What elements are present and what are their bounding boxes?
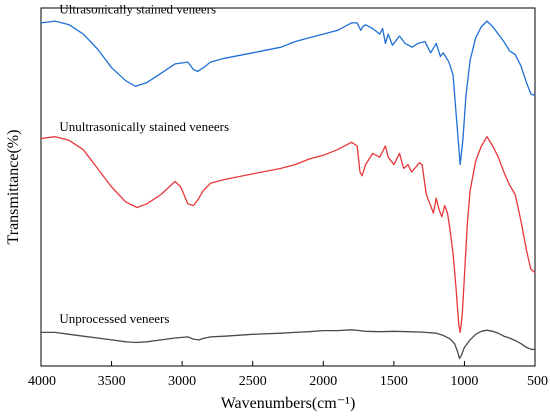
series-line-1 [40,20,536,166]
series-line-2 [40,136,536,334]
x-tick-label: 2000 [309,374,337,389]
x-tick-label: 2500 [239,374,267,389]
y-axis-title: Transmittance(%) [5,130,22,245]
x-tick-label: 3500 [98,374,126,389]
x-tick-label: 1500 [380,374,408,389]
series-labels: Ultrasonically stained veneers Unultrason… [59,2,229,327]
x-tick-label: 4000 [28,374,56,389]
x-axis-ticks: 4000 3500 3000 2500 2000 1500 1000 500 [28,361,548,389]
x-tick-label: 1000 [450,374,478,389]
x-tick-label: 3000 [168,374,196,389]
series-label-3: Unprocessed veneers [59,311,169,326]
series-line-3 [41,329,536,360]
series-label-1: Ultrasonically stained veneers [59,2,216,17]
series-label-2: Unultrasonically stained veneers [59,119,229,134]
x-axis-title: Wavenumbers(cm⁻¹) [221,395,356,412]
series-lines [40,20,536,360]
x-tick-label: 500 [527,374,548,389]
plot-frame [40,7,536,367]
